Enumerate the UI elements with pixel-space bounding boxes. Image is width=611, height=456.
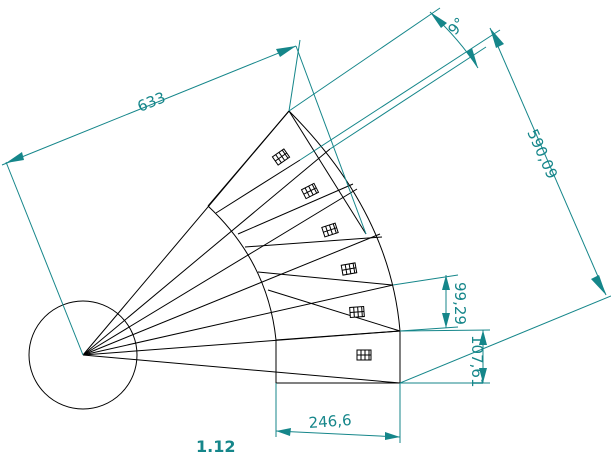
step-marker-3 (321, 222, 339, 238)
step-marker-5 (349, 305, 365, 319)
drawing-label: 1.12 (196, 437, 236, 456)
dimension-590-text: 590,09 (523, 126, 561, 181)
step-marker-1 (271, 148, 291, 166)
dimension-99-text: 99,29 (451, 282, 469, 325)
outer-arc (288, 110, 401, 383)
dimension-107-text: 107,61 (468, 335, 486, 388)
dimension-107: 107,61 (399, 329, 491, 388)
step-edges (207, 110, 401, 384)
dimension-633-text: 633 (135, 88, 168, 115)
step-markers (271, 148, 372, 361)
newel-circle (28, 300, 138, 410)
dimension-99: 99,29 (392, 274, 469, 332)
inner-arc (207, 205, 277, 383)
dimension-246: 246,6 (275, 383, 401, 443)
step-rays (82, 110, 401, 384)
dimension-246-text: 246,6 (308, 411, 352, 432)
dimension-angle-text: 9° (444, 14, 469, 39)
step-marker-4 (340, 262, 358, 276)
dimension-angle: 9° (288, 7, 501, 161)
step-marker-2 (300, 182, 320, 200)
step-marker-6 (356, 349, 372, 361)
